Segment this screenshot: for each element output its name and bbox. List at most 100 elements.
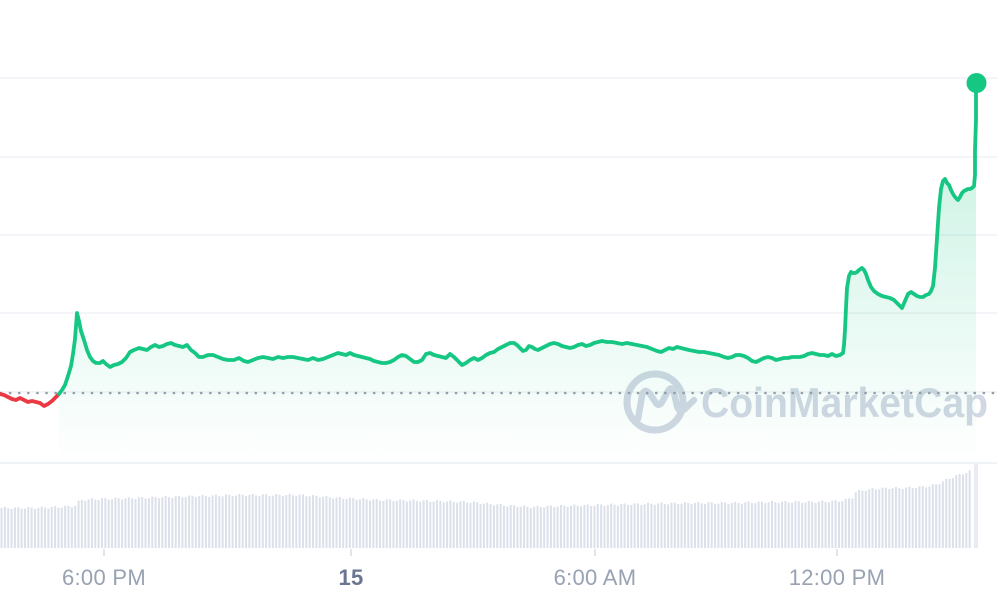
volume-bar (700, 503, 703, 548)
volume-bar (134, 499, 137, 548)
volume-bar (908, 486, 911, 548)
volume-bar (7, 508, 10, 548)
volume-bar (539, 507, 542, 548)
volume-bar (874, 489, 877, 548)
volume-bar (858, 490, 861, 548)
volume-bar (851, 498, 854, 548)
volume-bar (127, 497, 130, 548)
volume-bar (154, 497, 157, 548)
volume-bar (680, 503, 683, 548)
volume-bar (80, 499, 83, 548)
volume-bar (271, 495, 274, 548)
volume-bar (104, 498, 107, 548)
volume-bar (322, 496, 325, 548)
volume-bar (764, 503, 767, 548)
volume-bar (727, 504, 730, 548)
volume-bar (861, 490, 864, 548)
volume-bar (613, 504, 616, 548)
volume-bar (871, 488, 874, 548)
volume-bar (94, 499, 97, 548)
volume-bar (181, 497, 184, 548)
volume-bar (854, 492, 857, 548)
price-line-down (0, 392, 61, 408)
volume-bar (482, 503, 485, 548)
volume-bar (131, 498, 134, 548)
volume-bar (305, 496, 308, 548)
volume-bar (801, 502, 804, 548)
volume-bar (415, 501, 418, 548)
volume-bar (777, 503, 780, 548)
volume-bar (586, 504, 589, 548)
volume-bar (616, 505, 619, 548)
volume-bar (201, 494, 204, 548)
volume-bar (57, 507, 60, 548)
volume-bar (456, 502, 459, 548)
volume-bar (492, 505, 495, 548)
volume-bar (248, 494, 251, 548)
volume-bar (198, 496, 201, 548)
volume-bar (432, 501, 435, 548)
volume-bar (563, 505, 566, 548)
volume-bar (90, 498, 93, 548)
x-axis-label-6pm: 6:00 PM (61, 565, 147, 590)
volume-bar (898, 488, 901, 548)
volume-bar (610, 503, 613, 548)
volume-bar (824, 501, 827, 548)
volume-bar (459, 501, 462, 548)
volume-bar (308, 496, 311, 548)
volume-bar (399, 499, 402, 548)
volume-bar (214, 494, 217, 548)
volume-bar (157, 498, 160, 548)
volume-bar (549, 505, 552, 548)
volume-bar (771, 500, 773, 548)
volume-bars (0, 464, 978, 548)
volume-bar (291, 495, 294, 548)
volume-bar (258, 496, 261, 548)
volume-bar (868, 489, 871, 548)
volume-bar (506, 506, 509, 548)
volume-bar (714, 503, 717, 548)
volume-bar (750, 503, 753, 548)
volume-bar (797, 501, 800, 548)
volume-bar (878, 489, 881, 548)
volume-bar (241, 494, 244, 548)
volume-bar (194, 497, 197, 548)
volume-bar (268, 495, 271, 548)
volume-bar (633, 503, 636, 548)
volume-bar (20, 508, 23, 548)
volume-bar (405, 501, 408, 548)
volume-bar (596, 504, 599, 548)
volume-bar (392, 501, 395, 548)
volume-bar (948, 478, 951, 548)
volume-bar (928, 486, 931, 548)
volume-bar (97, 500, 100, 548)
volume-bar (3, 506, 6, 548)
volume-bar (382, 501, 385, 548)
volume-bar (218, 496, 221, 548)
volume-bar (938, 484, 941, 548)
volume-bar (231, 496, 234, 548)
volume-bar (697, 501, 700, 548)
volume-bar (375, 498, 378, 548)
volume-bar (278, 494, 281, 548)
volume-bar (30, 507, 33, 548)
volume-bar (362, 498, 365, 548)
volume-bar (137, 497, 140, 548)
volume-bar (663, 504, 666, 548)
volume-bar (178, 495, 181, 548)
volume-bar (754, 503, 757, 548)
volume-bar (647, 502, 650, 548)
volume-bar (503, 505, 505, 548)
volume-bar (70, 507, 73, 548)
volume-bar (884, 487, 887, 548)
volume-bar (446, 501, 449, 548)
volume-bar (724, 502, 727, 548)
volume-bar (365, 499, 368, 548)
volume-bar (389, 499, 392, 548)
volume-bar (358, 499, 361, 548)
volume-bar (302, 494, 304, 548)
volume-bar (224, 494, 227, 548)
volume-bar (556, 506, 559, 548)
volume-bar (553, 507, 556, 548)
